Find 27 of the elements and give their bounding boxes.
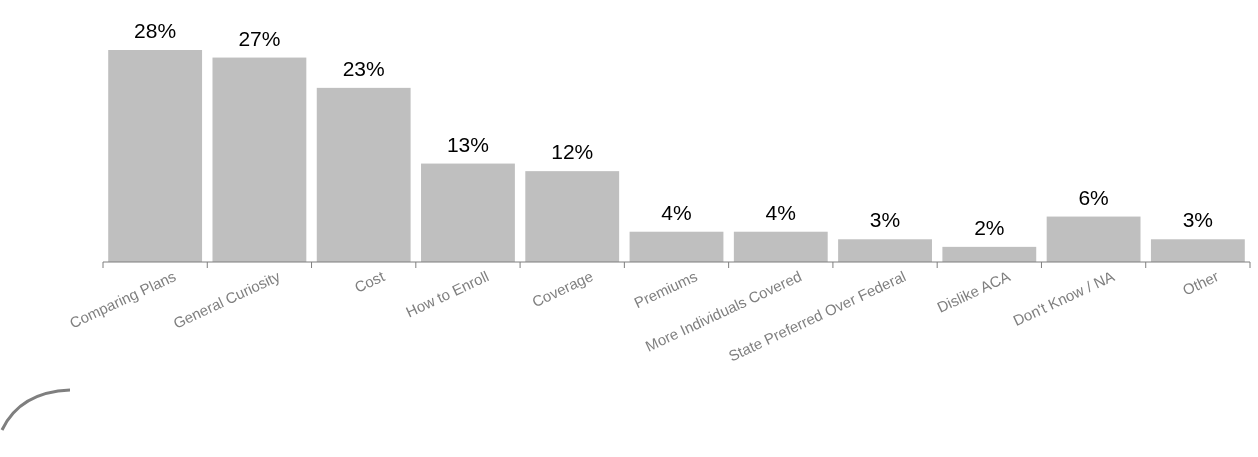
data-label: 4%: [661, 200, 692, 224]
bar: [108, 50, 203, 262]
bar: [838, 239, 932, 262]
bar: [316, 87, 411, 262]
x-tick-label: Don't Know / NA: [1010, 267, 1117, 330]
bar: [629, 231, 724, 262]
x-tick-label: Cost: [351, 266, 388, 296]
data-label: 28%: [134, 19, 177, 42]
bar: [733, 231, 828, 262]
bar: [1046, 216, 1141, 262]
data-label: 2%: [974, 215, 1005, 239]
data-label: 12%: [551, 140, 594, 164]
data-label: 3%: [1182, 208, 1214, 232]
data-label: 23%: [342, 56, 385, 80]
bar: [212, 57, 307, 262]
data-label: 27%: [238, 26, 281, 50]
x-tick-label: How to Enroll: [403, 267, 492, 321]
data-label: 4%: [765, 200, 796, 224]
x-tick-label: Dislike ACA: [934, 267, 1013, 316]
bar: [421, 163, 515, 262]
data-label: 3%: [869, 208, 901, 232]
x-tick-label: Other: [1179, 267, 1222, 299]
data-label: 6%: [1078, 185, 1109, 209]
bar: [942, 246, 1037, 262]
bar: [525, 171, 620, 262]
bar: [1150, 239, 1245, 262]
data-label: 13%: [446, 132, 489, 156]
